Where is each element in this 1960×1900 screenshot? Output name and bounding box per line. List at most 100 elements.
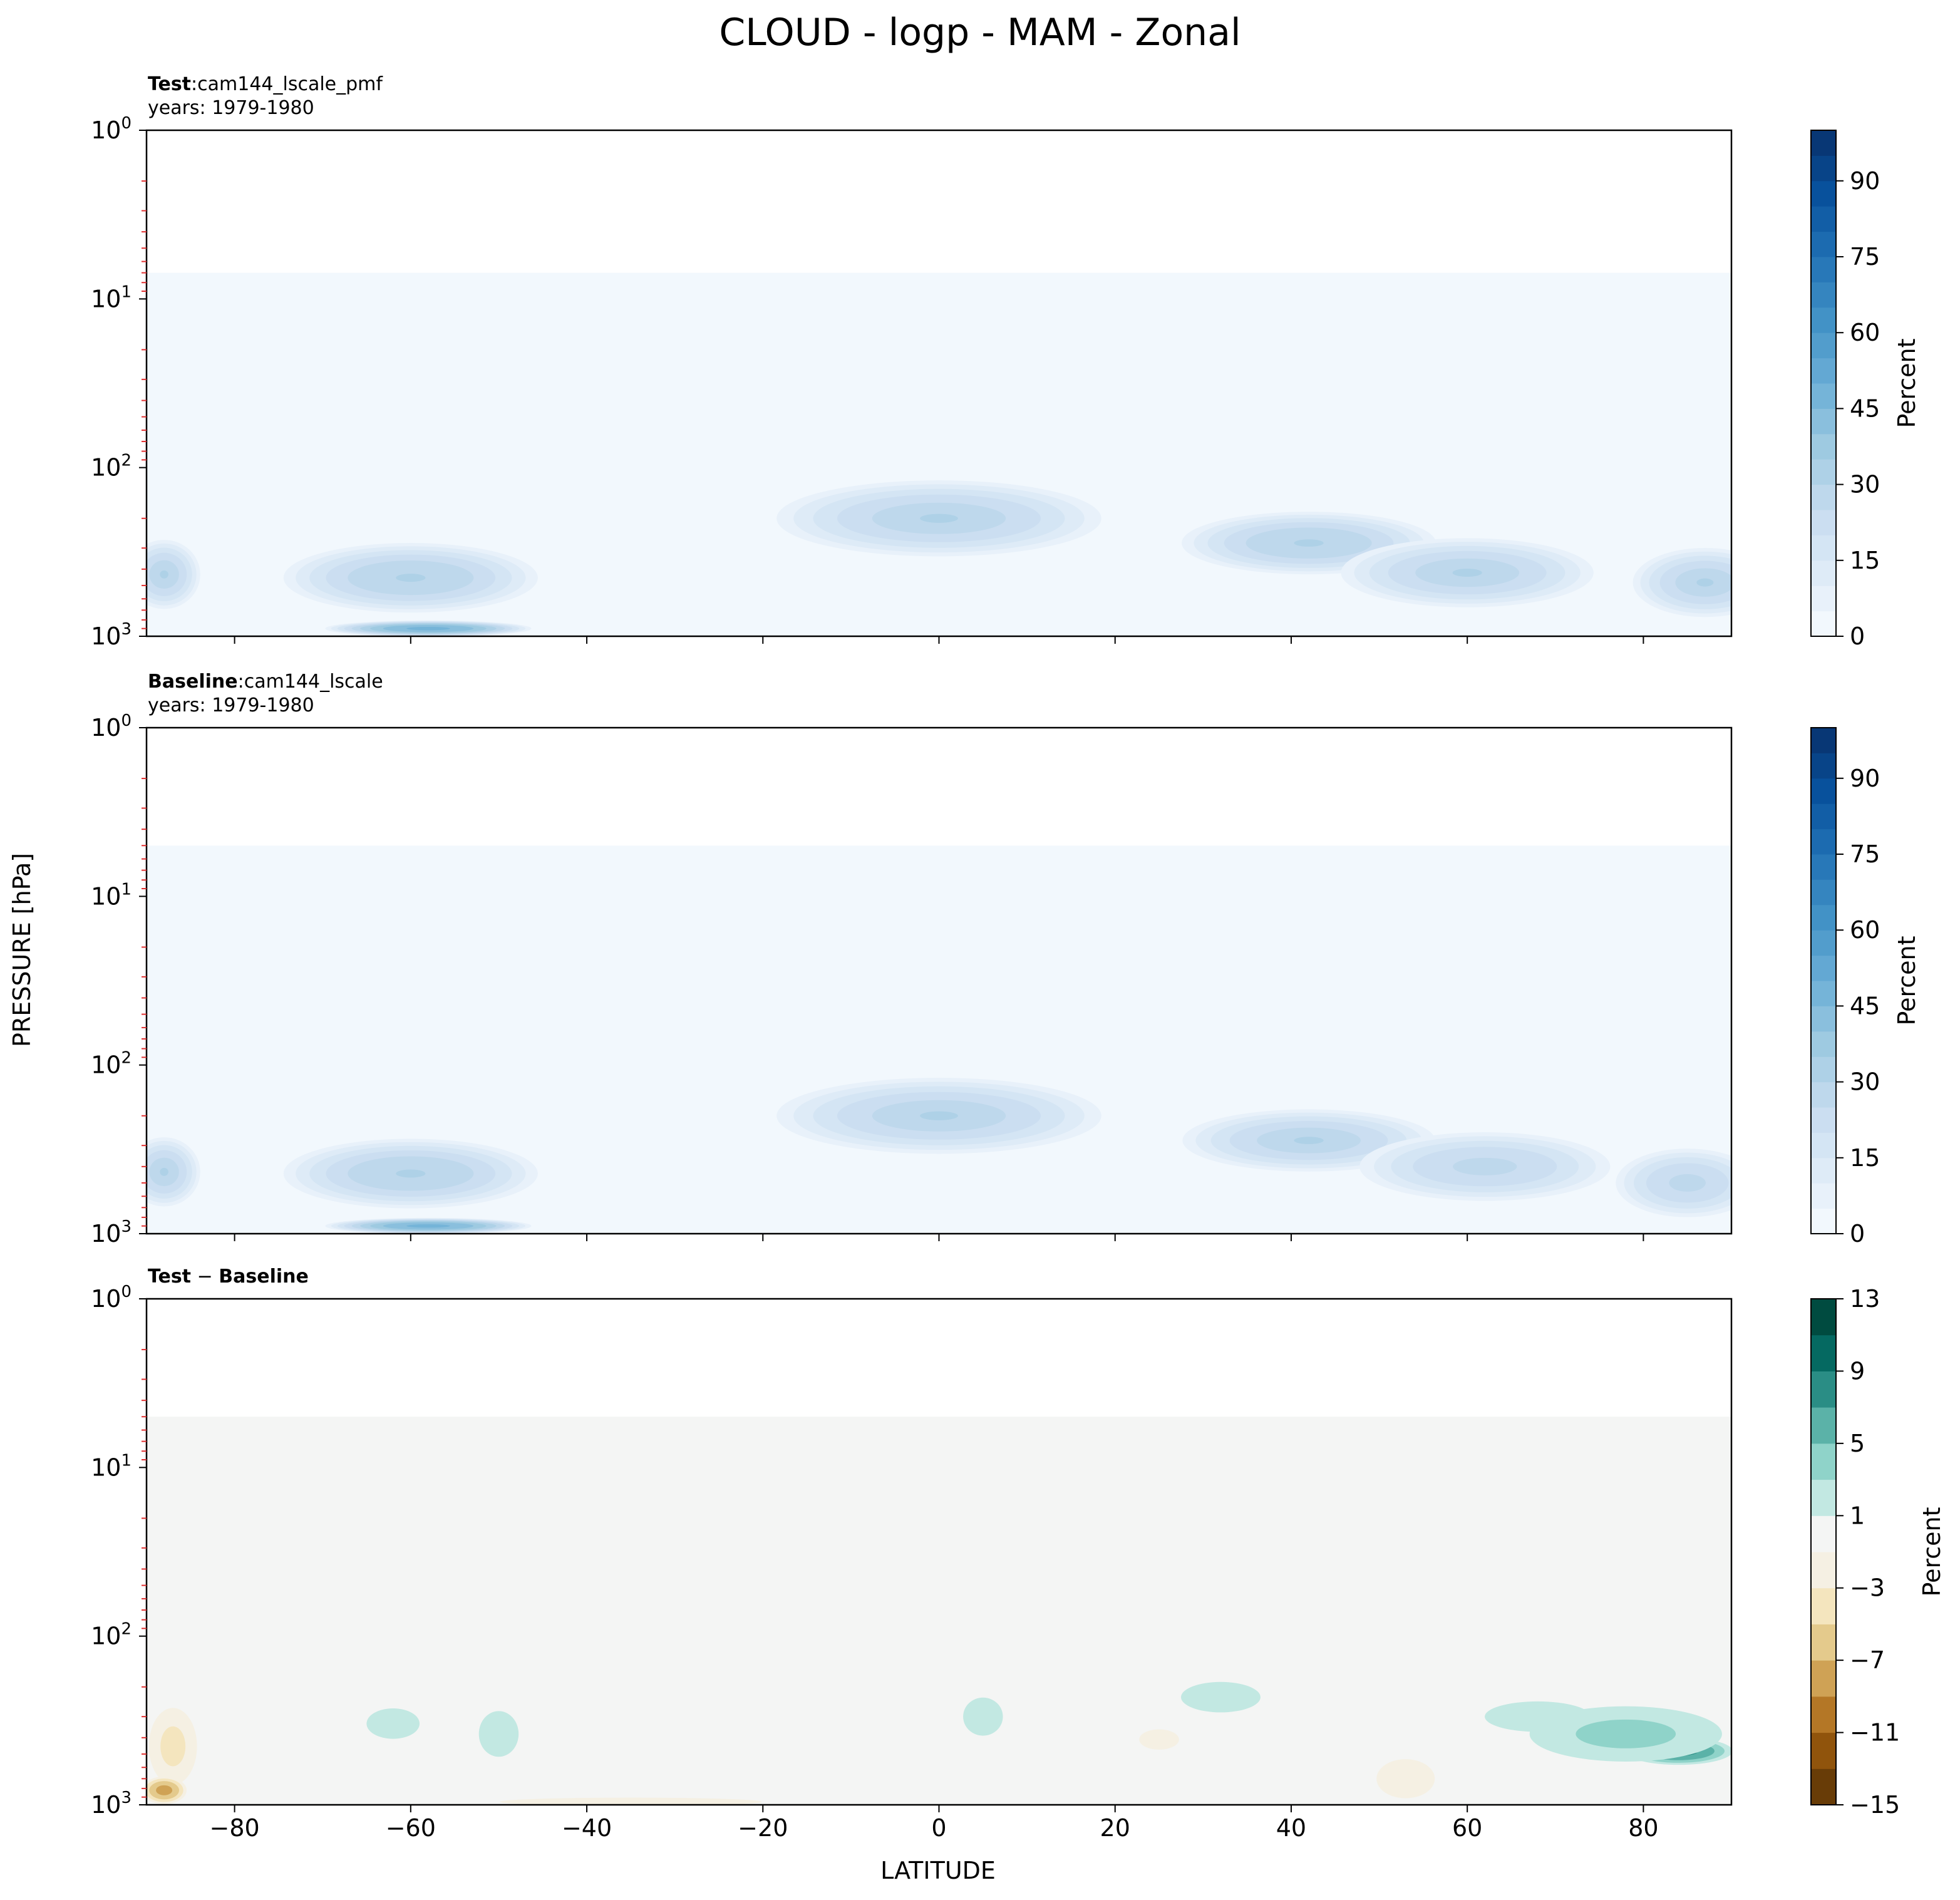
colorbar-label: Percent [1893,936,1921,1026]
colorbar-band [1811,155,1836,182]
contour-feature [147,1776,187,1804]
contour-feature [148,1708,197,1785]
contour-feature [1359,1132,1611,1201]
panel-title: Baseline:cam144_lscale [148,671,383,693]
contour-field [147,845,1731,1234]
x-tick-label: 40 [1276,1814,1306,1842]
colorbar-band [1811,611,1836,637]
colorbar-band [1811,1107,1836,1133]
y-tick-exponent: 2 [121,1620,132,1639]
colorbar-band [1811,1443,1836,1480]
colorbar-label: Percent [1918,1507,1946,1597]
y-tick-base: 10 [91,116,121,144]
panel-title-case: cam144_lscale [244,671,383,693]
colorbar-band [1811,728,1836,753]
panel-title-separator: − [191,1266,219,1288]
colorbar-tick-label: 5 [1850,1430,1865,1457]
colorbar-band [1811,433,1836,460]
colorbar-tick-label: 30 [1850,471,1880,498]
colorbar-band [1811,1132,1836,1159]
y-tick-base: 10 [91,714,121,741]
panel-title-name: Test [148,73,191,95]
colorbar-tick-label: 45 [1850,395,1880,422]
colorbar-band [1811,586,1836,612]
y-tick-exponent: 3 [121,1217,132,1236]
contour-level [396,574,426,582]
colorbar-band [1811,560,1836,586]
contour-feature [325,1217,532,1234]
contour-level [1485,1701,1591,1732]
panel-title-name: Test [148,1266,191,1288]
panel-3: Test − Baseline−80 −60 −40 −20 0 20 40 60 801001… [91,1266,1946,1842]
colorbar-band [1811,282,1836,308]
contour-feature [500,1797,762,1805]
y-tick-exponent: 0 [121,1283,132,1301]
colorbar-band [1811,1552,1836,1589]
contour-level [920,1111,958,1120]
colorbar-band [1811,981,1836,1006]
contour-level [160,1167,168,1176]
contour-level [963,1697,1003,1736]
y-tick-base: 10 [91,454,121,482]
colorbar-tick-label: 60 [1850,916,1880,944]
x-tick-label: −60 [386,1814,436,1842]
contour-level [366,1708,420,1739]
y-tick-base: 10 [91,1051,121,1079]
contour-feature [1485,1701,1591,1732]
contour-feature [1376,1759,1435,1799]
panel-years: years: 1979-1980 [148,694,314,716]
contour-feature [776,1078,1101,1154]
contour-level [1294,1137,1324,1144]
colorbar-band [1811,1768,1836,1805]
colorbar-band [1811,1588,1836,1624]
contour-feature [325,620,532,636]
colorbar-band [1811,904,1836,931]
colorbar-band [1811,307,1836,333]
colorbar-tick-label: −3 [1850,1574,1885,1602]
x-axis-label: LATITUDE [880,1857,996,1884]
y-tick-base: 10 [91,882,121,910]
colorbar-band [1811,1515,1836,1552]
colorbar-tick-label: 9 [1850,1357,1865,1385]
colorbar-band [1811,1056,1836,1083]
x-tick-label: −40 [562,1814,612,1842]
y-tick-label: 103 [91,620,132,650]
colorbar-band [1811,1208,1836,1234]
y-tick-label: 102 [91,452,132,482]
colorbar-band [1811,408,1836,435]
colorbar: −15 −11 −7 −3 1 5 9 13 Percent [1810,1285,1946,1819]
colorbar-band [1811,778,1836,804]
colorbar-band [1811,1031,1836,1057]
y-tick-base: 10 [91,1285,121,1313]
y-tick-base: 10 [91,1791,121,1819]
contour-feature [963,1697,1003,1736]
contour-feature [776,480,1101,557]
contour-feature [283,1138,538,1209]
y-tick-exponent: 0 [121,114,132,133]
colorbar-band [1811,1082,1836,1108]
colorbar-band [1811,879,1836,906]
y-tick-exponent: 1 [121,1451,132,1470]
x-tick-label: 80 [1628,1814,1658,1842]
colorbar-tick-label: 90 [1850,765,1880,792]
colorbar-band [1811,1006,1836,1032]
colorbar-band [1811,180,1836,207]
colorbar-tick-label: 0 [1850,622,1865,650]
colorbar-band [1811,829,1836,855]
colorbar-tick-label: 0 [1850,1220,1865,1247]
y-tick-label: 102 [91,1620,132,1650]
y-tick-exponent: 1 [121,880,132,899]
contour-level [396,1169,426,1178]
colorbar-band [1811,1479,1836,1516]
contour-level [500,1797,762,1805]
colorbar-tick-label: 90 [1850,167,1880,195]
colorbar-tick-label: 45 [1850,992,1880,1020]
colorbar-band [1811,383,1836,409]
contour-feature [1180,1681,1261,1713]
x-tick-label: −20 [738,1814,788,1842]
contour-level [416,1225,440,1227]
colorbar-band [1811,231,1836,257]
contour-level [160,570,168,579]
y-tick-label: 103 [91,1789,132,1819]
